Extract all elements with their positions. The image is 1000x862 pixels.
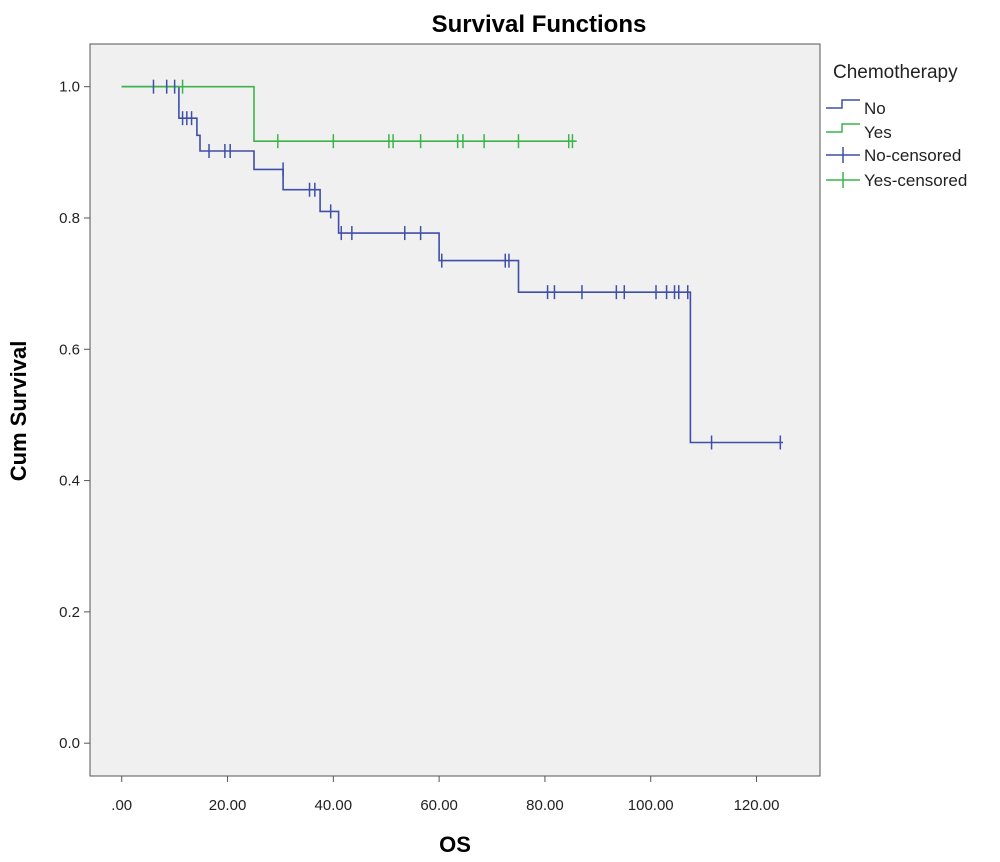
x-tick-label: 20.00	[209, 797, 247, 814]
x-axis: .00 20.00 40.00 60.00 80.00 100.00 120.00	[111, 776, 779, 814]
survival-curves	[121, 85, 783, 444]
x-tick-label: 100.00	[628, 797, 674, 814]
legend-yes-line-icon	[826, 123, 860, 133]
legend: Chemotherapy No Yes No-censored Yes-cens…	[826, 62, 967, 190]
x-tick-label: 120.00	[734, 797, 780, 814]
y-tick-label: 0.8	[59, 210, 80, 227]
series-no-curve	[121, 85, 783, 444]
legend-no-line-icon	[826, 99, 860, 109]
x-tick-label: 60.00	[420, 797, 458, 814]
legend-yes-censored-icon	[826, 172, 860, 188]
series-yes-curve	[121, 85, 577, 142]
plot-area	[89, 43, 821, 777]
legend-no-censored-icon	[826, 147, 860, 163]
x-tick-label: 40.00	[315, 797, 353, 814]
y-axis-title: Cum Survival	[6, 341, 31, 482]
x-tick-label: .00	[111, 797, 132, 814]
censored-markers	[152, 79, 782, 450]
chart-title: Survival Functions	[432, 11, 647, 38]
legend-yes-label: Yes	[864, 123, 892, 142]
y-tick-label: 0.4	[59, 473, 80, 490]
legend-title: Chemotherapy	[833, 62, 958, 83]
y-tick-label: 0.0	[59, 735, 80, 752]
x-axis-title: OS	[439, 832, 471, 857]
y-axis: 0.0 0.2 0.4 0.6 0.8 1.0	[59, 79, 90, 752]
y-tick-label: 0.6	[59, 341, 80, 358]
y-tick-label: 0.2	[59, 604, 80, 621]
y-tick-label: 1.0	[59, 79, 80, 96]
x-tick-label: 80.00	[526, 797, 564, 814]
legend-yes-censored-label: Yes-censored	[864, 171, 967, 190]
legend-no-label: No	[864, 99, 886, 118]
legend-no-censored-label: No-censored	[864, 146, 961, 165]
